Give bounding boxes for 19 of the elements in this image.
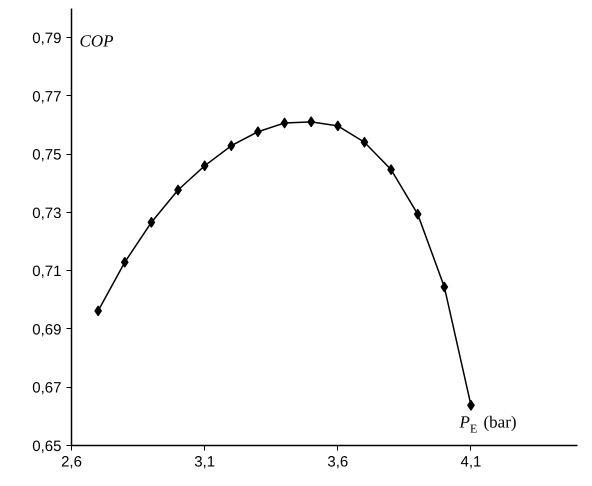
y-tick-label: 0,67 (32, 380, 62, 397)
point (120, 256, 129, 268)
x-tick-label: 4,1 (460, 454, 482, 470)
x-tick-label: 3,1 (194, 454, 216, 470)
y-tick-label: 0,65 (32, 438, 62, 455)
x-tick-label: 3,6 (327, 454, 348, 470)
y-tick-label: 0,73 (32, 204, 62, 222)
y-tick-label: 0,77 (32, 88, 62, 106)
y-tick-label: 0,79 (32, 30, 62, 48)
y-tick-label: 0,71 (32, 263, 62, 280)
point (334, 120, 342, 132)
y-tick-label: 0,69 (32, 321, 62, 338)
x-tick-label: 2,6 (61, 454, 82, 470)
point (307, 116, 316, 128)
y-axis-title: COP (80, 32, 114, 50)
point (174, 184, 182, 196)
point (227, 140, 236, 152)
point (414, 208, 422, 220)
y-tick-label: 0,75 (32, 146, 62, 164)
